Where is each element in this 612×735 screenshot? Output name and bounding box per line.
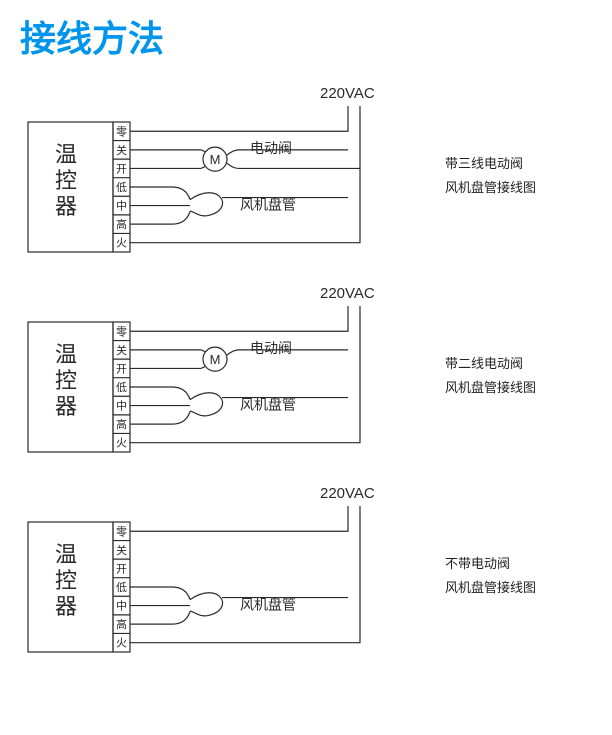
svg-text:高: 高 bbox=[116, 617, 127, 631]
svg-text:低: 低 bbox=[116, 581, 127, 594]
wiring-svg-2wire: 温控器 零关开低中高火 220VAC M 电动阀风机盘管 bbox=[0, 282, 430, 472]
svg-text:风机盘管: 风机盘管 bbox=[240, 397, 296, 413]
svg-text:220VAC: 220VAC bbox=[320, 485, 375, 502]
svg-text:控: 控 bbox=[55, 168, 77, 193]
caption-novalve: 不带电动阀 风机盘管接线图 bbox=[445, 552, 536, 600]
svg-text:控: 控 bbox=[55, 568, 77, 593]
caption-3wire: 带三线电动阀 风机盘管接线图 bbox=[445, 152, 536, 200]
wiring-svg-3wire: 温控器 零关开低中高火 220VAC M 电动阀风机盘管 bbox=[0, 82, 430, 272]
caption-line: 不带电动阀 bbox=[445, 552, 536, 576]
svg-text:高: 高 bbox=[116, 217, 127, 231]
svg-text:M: M bbox=[210, 152, 221, 167]
svg-text:器: 器 bbox=[55, 394, 77, 419]
diagram-no-valve: 温控器 零关开低中高火 220VAC 风机盘管 不带电动阀 风机盘管接线图 bbox=[0, 482, 612, 672]
svg-text:器: 器 bbox=[55, 594, 77, 619]
svg-text:高: 高 bbox=[116, 417, 127, 431]
svg-text:开: 开 bbox=[116, 163, 127, 175]
svg-text:火: 火 bbox=[116, 638, 127, 650]
svg-text:电动阀: 电动阀 bbox=[250, 140, 292, 156]
svg-text:火: 火 bbox=[116, 238, 127, 250]
caption-line: 带三线电动阀 bbox=[445, 152, 536, 176]
svg-text:关: 关 bbox=[116, 143, 127, 157]
svg-text:电动阀: 电动阀 bbox=[250, 340, 292, 356]
caption-line: 风机盘管接线图 bbox=[445, 376, 536, 400]
svg-text:零: 零 bbox=[116, 525, 127, 538]
svg-text:风机盘管: 风机盘管 bbox=[240, 197, 296, 213]
svg-text:温: 温 bbox=[55, 142, 77, 167]
svg-text:控: 控 bbox=[55, 368, 77, 393]
svg-text:温: 温 bbox=[55, 342, 77, 367]
svg-text:中: 中 bbox=[116, 600, 127, 613]
svg-text:开: 开 bbox=[116, 363, 127, 375]
caption-2wire: 带二线电动阀 风机盘管接线图 bbox=[445, 352, 536, 400]
wiring-svg-novalve: 温控器 零关开低中高火 220VAC 风机盘管 bbox=[0, 482, 430, 672]
svg-text:关: 关 bbox=[116, 543, 127, 557]
caption-line: 带二线电动阀 bbox=[445, 352, 536, 376]
svg-text:零: 零 bbox=[116, 125, 127, 138]
svg-text:中: 中 bbox=[116, 400, 127, 413]
svg-text:风机盘管: 风机盘管 bbox=[240, 597, 296, 613]
svg-text:零: 零 bbox=[116, 325, 127, 338]
svg-text:中: 中 bbox=[116, 200, 127, 213]
caption-line: 风机盘管接线图 bbox=[445, 176, 536, 200]
svg-text:开: 开 bbox=[116, 563, 127, 575]
svg-text:M: M bbox=[210, 352, 221, 367]
svg-text:低: 低 bbox=[116, 181, 127, 194]
svg-text:关: 关 bbox=[116, 343, 127, 357]
page-title: 接线方法 bbox=[0, 0, 612, 72]
caption-line: 风机盘管接线图 bbox=[445, 576, 536, 600]
diagram-2wire: 温控器 零关开低中高火 220VAC M 电动阀风机盘管 带二线电动阀 风机盘管接线图 bbox=[0, 282, 612, 472]
diagram-3wire: 温控器 零关开低中高火 220VAC M 电动阀风机盘管 带三线电动阀 风机盘管接线图 bbox=[0, 82, 612, 272]
svg-text:220VAC: 220VAC bbox=[320, 285, 375, 302]
svg-text:低: 低 bbox=[116, 381, 127, 394]
svg-text:火: 火 bbox=[116, 438, 127, 450]
svg-text:220VAC: 220VAC bbox=[320, 85, 375, 102]
svg-text:器: 器 bbox=[55, 194, 77, 219]
svg-text:温: 温 bbox=[55, 542, 77, 567]
diagram-container: 温控器零关开低中高火220VACM电动阀风机盘管 带三线电动阀 风机盘管接线图 … bbox=[0, 82, 612, 672]
